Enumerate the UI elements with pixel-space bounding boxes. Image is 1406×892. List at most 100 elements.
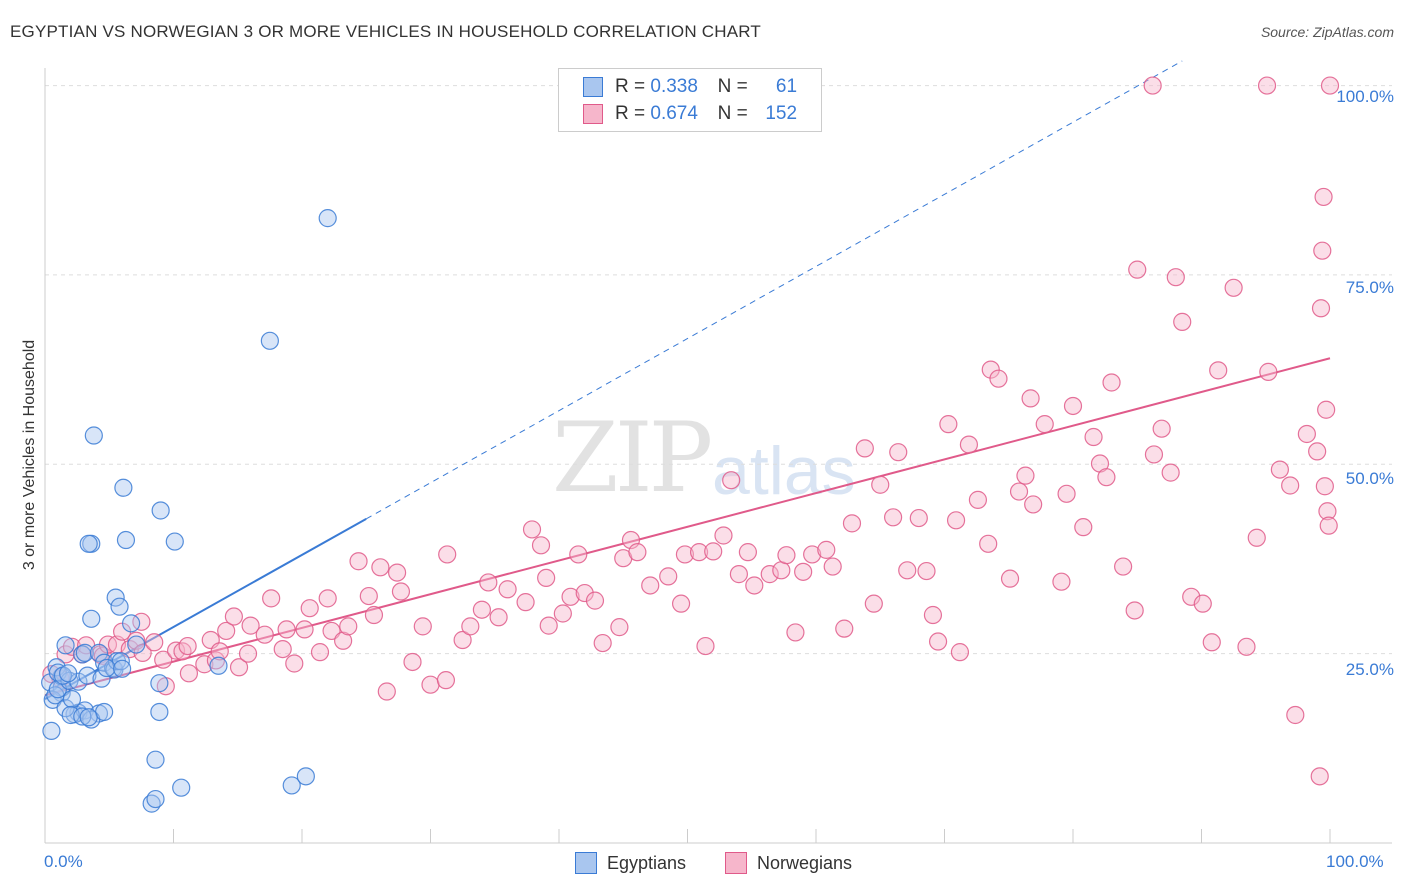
data-point-norwegians [334,631,353,650]
data-point-norwegians [1125,601,1144,620]
chart-title: EGYPTIAN VS NORWEGIAN 3 OR MORE VEHICLES… [10,22,761,41]
data-point-norwegians [738,543,757,562]
data-point-norwegians [714,526,733,545]
data-point-norwegians [659,567,678,586]
data-point-norwegians [403,652,422,672]
data-point-egyptians [61,705,80,725]
data-points [41,76,1340,813]
data-point-egyptians [82,609,101,628]
data-point-norwegians [1257,76,1277,95]
data-point-egyptians [75,643,94,662]
y-tick-label-25: 25.0% [1345,660,1394,679]
data-point-egyptians [84,426,103,445]
legend-label-egyptians: Egyptians [607,852,687,873]
data-point-norwegians [1052,572,1071,591]
data-point-norwegians [1318,502,1337,521]
data-point-norwegians [539,616,558,635]
data-point-norwegians [262,589,281,608]
data-point-egyptians [92,669,111,688]
data-point-egyptians [150,702,169,722]
data-point-norwegians [310,643,330,662]
data-point-egyptians [110,597,129,616]
data-point-norwegians [277,620,296,639]
data-point-norwegians [1315,477,1334,496]
data-point-norwegians [173,642,192,661]
data-point-norwegians [1143,76,1162,95]
data-point-norwegians [772,561,791,580]
data-point-norwegians [760,565,779,584]
data-point-norwegians [318,589,337,608]
data-point-norwegians [1128,260,1147,279]
data-point-norwegians [1173,312,1192,331]
data-point-norwegians [273,639,292,659]
data-point-egyptians [79,534,98,553]
data-point-norwegians [1237,637,1256,656]
data-point-norwegians [472,600,491,619]
data-point-norwegians [1270,460,1289,479]
data-point-norwegians [453,630,472,650]
data-point-norwegians [438,545,457,564]
data-point-egyptians [114,478,133,497]
data-point-norwegians [531,536,551,555]
legend-swatch-norwegians [583,104,603,124]
data-point-norwegians [939,415,958,434]
data-point-norwegians [1297,424,1316,444]
data-point-norwegians [1152,419,1171,438]
data-point-norwegians [729,565,749,584]
data-point-egyptians [42,721,61,741]
data-point-norwegians [238,644,258,663]
data-point-norwegians [255,625,274,644]
data-point-egyptians [260,331,279,350]
data-point-norwegians [1311,299,1331,318]
data-point-norwegians [842,514,862,533]
data-point-norwegians [241,616,260,635]
data-point-norwegians [166,641,186,660]
bottom-legend-egyptians[interactable]: Egyptians [575,852,686,874]
data-point-norwegians [413,617,432,636]
data-point-norwegians [217,621,236,641]
data-point-egyptians [172,778,191,797]
data-point-egyptians [165,532,184,551]
data-point-norwegians [585,591,605,610]
data-point-norwegians [823,557,842,576]
data-point-norwegians [391,582,411,601]
data-point-norwegians [855,439,874,458]
data-point-egyptians [209,656,228,675]
data-point-norwegians [1084,427,1103,447]
data-point-norwegians [145,633,164,652]
data-point-norwegians [210,642,229,661]
data-point-norwegians [871,475,890,494]
y-tick-label-100: 100.0% [1336,87,1394,106]
legend-row-norwegians: R = 0.674 N = 152 [583,101,797,127]
watermark-zip: ZIP [552,402,713,514]
data-point-egyptians [146,750,165,769]
data-point-norwegians [593,633,612,653]
data-point-egyptians [89,643,109,662]
data-point-norwegians [641,576,660,595]
bottom-legend-norwegians[interactable]: Norwegians [725,852,852,874]
data-point-norwegians [689,543,709,562]
legend-label-norwegians: Norwegians [757,852,853,873]
data-point-norwegians [1286,705,1305,725]
data-point-norwegians [1202,633,1221,652]
data-point-egyptians [95,702,114,722]
data-point-norwegians [1313,241,1332,260]
data-point-norwegians [516,593,535,612]
data-point-norwegians [1320,76,1340,95]
data-point-norwegians [489,608,508,627]
data-point-norwegians [1281,476,1300,495]
data-point-norwegians [1314,187,1333,207]
legend-swatch-egyptians [575,852,597,874]
data-point-norwegians [1021,389,1040,408]
data-point-norwegians [1009,482,1029,501]
data-point-norwegians [950,643,970,662]
data-point-egyptians [150,674,169,693]
data-point-norwegians [898,561,917,580]
grid-lines [45,85,1392,655]
data-point-norwegians [1114,557,1133,576]
legend-n-label: N = [717,76,748,97]
x-tick-label-min: 0.0% [44,852,83,871]
legend-r-label: R = [615,76,646,97]
data-point-norwegians [436,671,456,690]
